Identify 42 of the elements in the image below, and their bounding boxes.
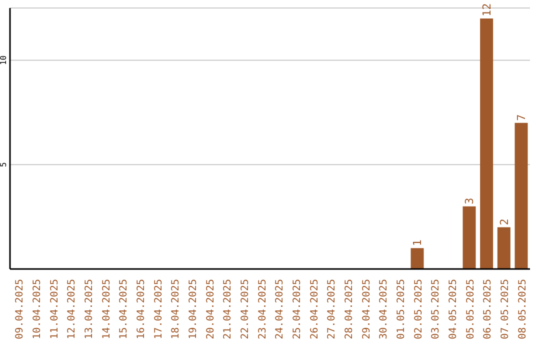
x-tick-label: 01.05.2025 [396,279,407,340]
x-tick-label: 08.05.2025 [517,279,528,340]
bar [480,18,494,269]
x-tick-label: 30.04.2025 [378,279,390,340]
x-tick-label: 23.04.2025 [257,279,268,340]
x-tick-label: 12.04.2025 [66,279,78,340]
x-tick-label: 11.04.2025 [49,279,60,340]
x-tick-label: 02.05.2025 [413,279,424,340]
x-tick-label: 16.04.2025 [136,279,147,340]
y-tick-label: 5 [0,162,8,168]
x-tick-label: 25.04.2025 [292,279,303,340]
x-tick-label: 06.05.2025 [482,279,494,340]
x-tick-label: 18.04.2025 [170,279,182,340]
x-tick-label: 09.04.2025 [14,279,26,340]
x-tick-label: 15.04.2025 [118,279,130,340]
x-tick-label: 04.05.2025 [448,279,459,340]
y-tick-label: 10 [0,55,8,66]
x-tick-label: 21.04.2025 [222,279,234,340]
x-tick-label: 29.04.2025 [361,279,372,340]
data-label: 3 [463,198,476,204]
data-label: 1 [411,239,424,246]
x-tick-label: 05.05.2025 [465,279,476,340]
x-tick-label: 22.04.2025 [240,279,251,340]
data-label: 12 [480,3,494,16]
x-tick-label: 27.04.2025 [326,279,338,340]
x-tick-label: 14.04.2025 [101,279,112,340]
x-tick-label: 10.04.2025 [32,279,43,340]
x-tick-label: 24.04.2025 [274,279,286,340]
x-tick-label: 19.04.2025 [188,279,199,340]
x-tick-label: 13.04.2025 [84,279,95,340]
data-label: 7 [515,114,528,121]
bar [462,206,476,269]
x-tick-label: 26.04.2025 [309,279,320,340]
bar [497,227,510,269]
bar [410,248,424,269]
data-label: 2 [498,218,511,226]
bar [514,122,528,269]
x-tick-label: 07.05.2025 [500,279,511,340]
x-tick-label: 28.04.2025 [344,279,355,340]
x-tick-label: 17.04.2025 [153,279,164,340]
x-tick-label: 03.05.2025 [430,279,442,340]
x-tick-label: 20.04.2025 [205,279,216,340]
